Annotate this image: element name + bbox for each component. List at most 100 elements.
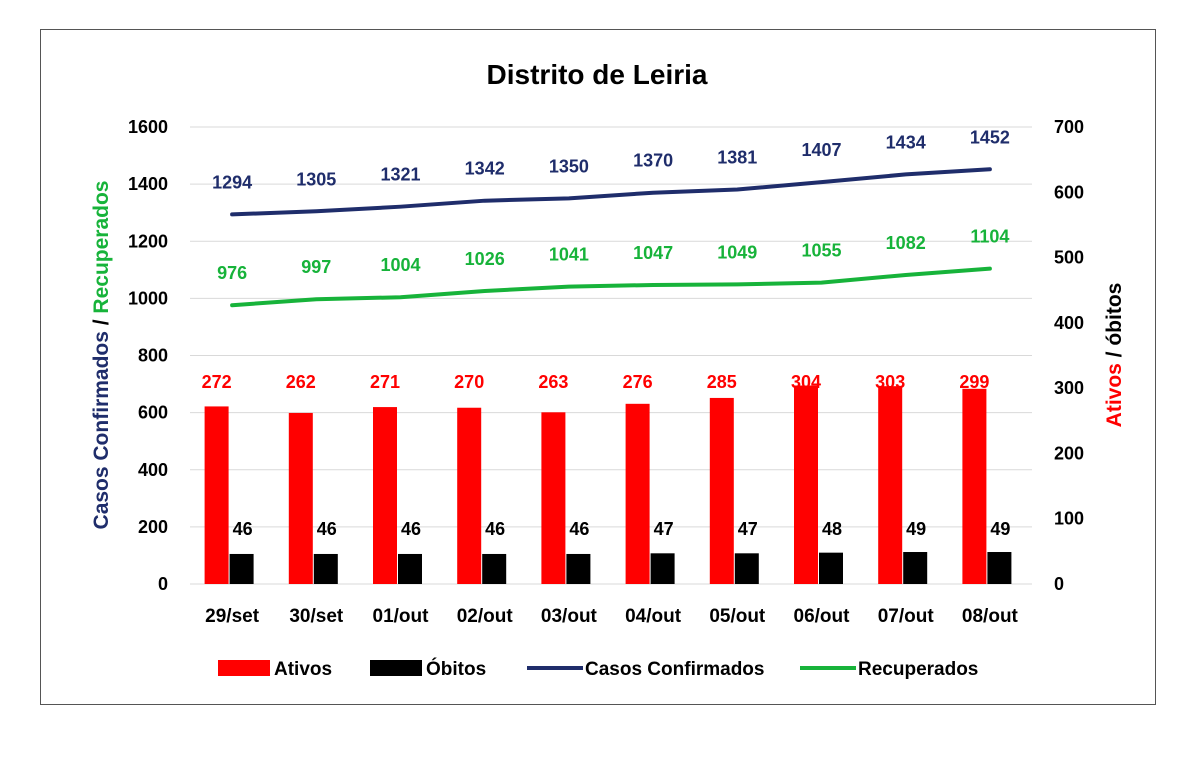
data-label-recuperados: 1055 [801, 241, 841, 261]
data-label-obitos: 47 [738, 519, 758, 539]
y-left-axis-label: Casos Confirmados / Recuperados [90, 181, 113, 530]
bar-ativos [541, 412, 566, 584]
y-left-tick-label: 400 [138, 460, 168, 480]
data-label-confirmados: 1321 [380, 165, 420, 185]
data-label-obitos: 49 [990, 519, 1010, 539]
bar-ativos [373, 407, 397, 584]
x-tick-label: 05/out [709, 606, 766, 627]
legend-swatch [218, 660, 270, 676]
y-left-tick-label: 1400 [128, 174, 168, 194]
bar-ativos [625, 403, 650, 584]
data-label-ativos: 276 [623, 372, 653, 392]
data-label-recuperados: 976 [217, 263, 247, 283]
data-label-confirmados: 1294 [212, 172, 252, 192]
bar-ativos [204, 406, 229, 584]
bar-ativos [878, 386, 903, 584]
data-label-obitos: 47 [654, 519, 674, 539]
data-label-ativos: 285 [707, 372, 737, 392]
y-left-tick-label: 800 [138, 346, 168, 366]
x-tick-label: 29/set [205, 606, 260, 627]
bar-ativos [962, 388, 987, 584]
data-label-recuperados: 1026 [465, 249, 505, 269]
y-right-tick-label: 300 [1054, 378, 1084, 398]
y-left-tick-label: 1200 [128, 231, 168, 251]
y-left-tick-label: 0 [158, 574, 168, 594]
data-label-obitos: 46 [317, 519, 337, 539]
legend-label: Casos Confirmados [585, 659, 764, 680]
data-label-obitos: 46 [401, 519, 421, 539]
x-tick-label: 06/out [794, 606, 851, 627]
legend-label: Óbitos [426, 658, 486, 680]
data-label-recuperados: 1049 [717, 242, 757, 262]
data-label-confirmados: 1452 [970, 127, 1010, 147]
data-label-confirmados: 1407 [801, 140, 841, 160]
line-casos-confirmados [230, 167, 992, 217]
data-label-obitos: 46 [485, 519, 505, 539]
data-label-confirmados: 1381 [717, 148, 757, 168]
bar-ativos [709, 397, 734, 584]
y-left-tick-label: 1600 [128, 117, 168, 137]
data-label-ativos: 270 [454, 372, 484, 392]
y-right-axis-label: Ativos / óbitos [1103, 283, 1126, 428]
x-tick-label: 30/set [289, 606, 344, 627]
data-label-recuperados: 1041 [549, 245, 589, 265]
bar-obitos [819, 552, 843, 584]
legend-label: Recuperados [858, 659, 978, 680]
bar-ativos [457, 407, 482, 584]
legend-label: Ativos [274, 659, 332, 680]
bar-obitos [229, 553, 254, 584]
bar-obitos [482, 553, 507, 584]
data-label-confirmados: 1370 [633, 151, 673, 171]
data-label-recuperados: 1104 [970, 227, 1009, 247]
data-label-obitos: 46 [569, 519, 589, 539]
data-label-confirmados: 1342 [465, 159, 505, 179]
bar-obitos [313, 553, 338, 584]
y-right-tick-label: 400 [1054, 313, 1084, 333]
data-label-confirmados: 1305 [296, 169, 336, 189]
data-label-ativos: 271 [370, 372, 400, 392]
y-right-tick-label: 500 [1054, 248, 1084, 268]
x-tick-label: 07/out [878, 606, 935, 627]
line-recuperados [230, 266, 992, 308]
bar-obitos [903, 552, 928, 584]
y-left-tick-label: 600 [138, 403, 168, 423]
data-label-confirmados: 1350 [549, 156, 589, 176]
data-label-recuperados: 997 [301, 257, 331, 277]
bar-obitos [650, 553, 675, 584]
y-right-tick-label: 200 [1054, 443, 1084, 463]
y-right-tick-label: 100 [1054, 509, 1084, 529]
data-label-ativos: 262 [286, 372, 316, 392]
bar-ativos [794, 385, 818, 584]
chart-title: Distrito de Leiria [487, 59, 708, 90]
bar-ativos [288, 412, 313, 584]
chart-frame [40, 29, 1156, 705]
bar-obitos [566, 553, 591, 584]
data-label-recuperados: 1047 [633, 243, 673, 263]
y-right-tick-label: 600 [1054, 182, 1084, 202]
bar-obitos [398, 553, 422, 584]
data-label-obitos: 49 [906, 519, 926, 539]
data-label-ativos: 299 [959, 372, 989, 392]
data-label-ativos: 263 [538, 372, 568, 392]
data-label-recuperados: 1004 [380, 255, 420, 275]
y-right-tick-label: 0 [1054, 574, 1064, 594]
x-tick-label: 01/out [373, 606, 430, 627]
bar-obitos [987, 552, 1012, 584]
data-label-obitos: 46 [233, 519, 253, 539]
data-label-ativos: 272 [202, 372, 232, 392]
y-left-tick-label: 200 [138, 517, 168, 537]
data-label-recuperados: 1082 [886, 233, 926, 253]
legend-swatch [370, 660, 422, 676]
data-label-ativos: 303 [875, 372, 905, 392]
y-right-tick-label: 700 [1054, 117, 1084, 137]
data-label-ativos: 304 [791, 372, 821, 392]
x-tick-label: 02/out [457, 606, 514, 627]
data-label-obitos: 48 [822, 519, 842, 539]
x-tick-label: 08/out [962, 606, 1019, 627]
data-label-confirmados: 1434 [886, 132, 926, 152]
x-tick-label: 04/out [625, 606, 682, 627]
x-tick-label: 03/out [541, 606, 598, 627]
y-left-tick-label: 1000 [128, 288, 168, 308]
bar-obitos [734, 553, 759, 584]
